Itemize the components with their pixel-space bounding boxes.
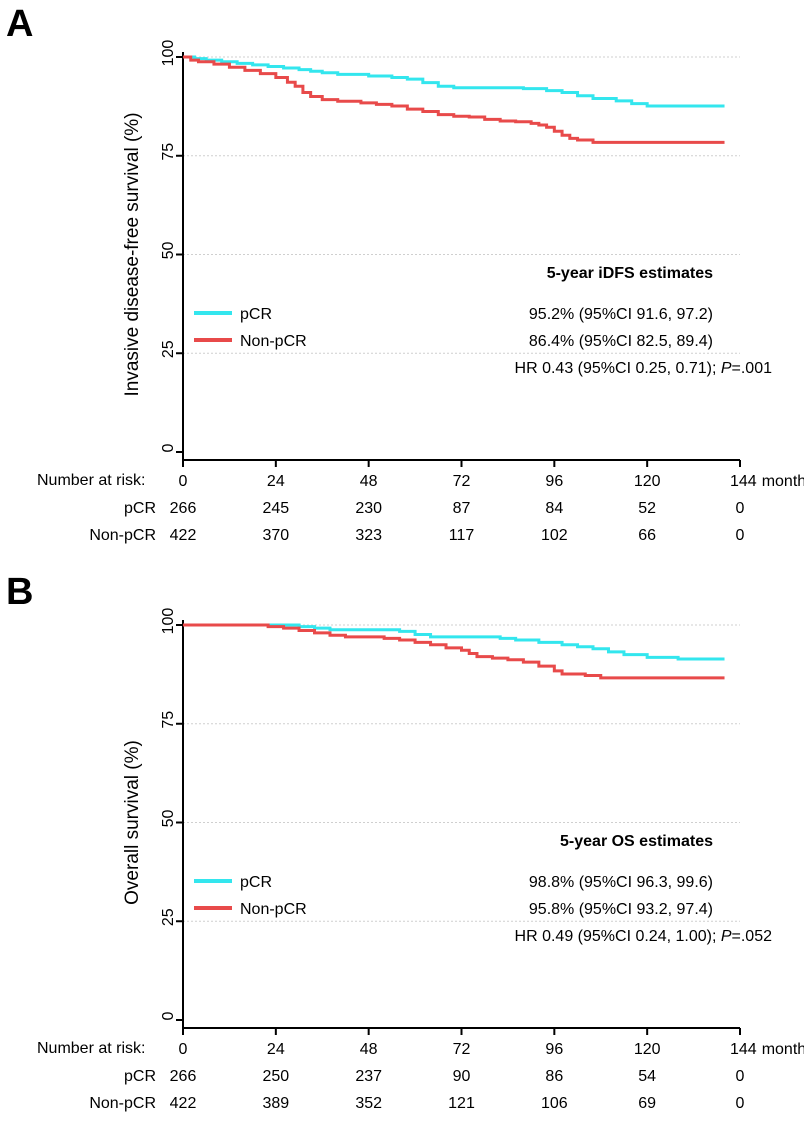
risk-value: 0 — [736, 500, 745, 517]
y-tick-label: 50 — [160, 242, 177, 260]
risk-value: 266 — [170, 1068, 197, 1085]
x-tick-label: 0 — [179, 473, 188, 490]
risk-value: 250 — [262, 1068, 289, 1085]
risk-value: 422 — [170, 527, 197, 544]
x-tick-label: 144 — [730, 1041, 757, 1058]
risk-value: 237 — [355, 1068, 382, 1085]
risk-value: 69 — [638, 1095, 656, 1112]
risk-value: 66 — [638, 527, 656, 544]
panel-a: A 0 25 50 75 100 0 24 48 72 96 120 144 months Invasive… — [6, 3, 804, 544]
risk-value: 52 — [638, 500, 656, 517]
risk-value: 389 — [262, 1095, 289, 1112]
risk-value: 121 — [448, 1095, 475, 1112]
series-line-pcr — [183, 55, 725, 108]
estimate-row: 95.2% (95%CI 91.6, 97.2) — [529, 306, 713, 323]
x-unit-label: months — [762, 1041, 804, 1058]
risk-table-title: Number at risk: — [37, 1040, 145, 1057]
risk-value: 0 — [736, 527, 745, 544]
y-tick-label: 75 — [160, 143, 177, 161]
risk-value: 266 — [170, 500, 197, 517]
x-tick-label: 72 — [453, 1041, 471, 1058]
risk-value: 0 — [736, 1095, 745, 1112]
risk-value: 230 — [355, 500, 382, 517]
x-tick-label: 120 — [634, 473, 661, 490]
y-tick-label: 100 — [160, 40, 177, 67]
panel-letter: B — [6, 571, 33, 613]
x-tick-label: 144 — [730, 473, 757, 490]
risk-value: 0 — [736, 1068, 745, 1085]
y-tick-label: 25 — [160, 908, 177, 926]
p-value: =.001 — [732, 360, 773, 377]
risk-value: 117 — [449, 527, 475, 544]
legend-label: Non-pCR — [240, 901, 307, 918]
risk-row-label: Non-pCR — [89, 527, 156, 544]
series-line-pcr — [183, 623, 725, 661]
series-line-non-pcr — [183, 55, 725, 144]
risk-value: 102 — [541, 527, 568, 544]
panel-letter: A — [6, 3, 33, 45]
risk-value: 54 — [638, 1068, 656, 1085]
hr-value: HR 0.43 (95%CI 0.25, 0.71); — [515, 360, 721, 377]
x-tick-label: 72 — [453, 473, 471, 490]
legend-label: Non-pCR — [240, 333, 307, 350]
y-tick-label: 75 — [160, 711, 177, 729]
y-tick-label: 25 — [160, 340, 177, 358]
risk-value: 106 — [541, 1095, 568, 1112]
panel-b: B 0 25 50 75 100 0 24 48 72 96 120 144 months Overall … — [6, 571, 804, 1112]
x-tick-label-last: 144 months — [730, 1041, 804, 1058]
x-tick-label: 96 — [545, 473, 563, 490]
estimate-row: 98.8% (95%CI 96.3, 99.6) — [529, 874, 713, 891]
estimate-row: 86.4% (95%CI 82.5, 89.4) — [529, 333, 713, 350]
risk-value: 87 — [453, 500, 471, 517]
hazard-ratio-text: HR 0.43 (95%CI 0.25, 0.71); P=.001 — [515, 360, 773, 377]
p-label: P — [721, 928, 732, 945]
x-tick-label: 24 — [267, 1041, 285, 1058]
x-tick-label: 0 — [179, 1041, 188, 1058]
legend-label: pCR — [240, 874, 272, 891]
estimates-title: 5-year iDFS estimates — [547, 265, 713, 282]
y-tick-label: 50 — [160, 810, 177, 828]
legend-label: pCR — [240, 306, 272, 323]
x-tick-label: 48 — [360, 473, 378, 490]
risk-row-label: pCR — [124, 1068, 156, 1085]
risk-value: 422 — [170, 1095, 197, 1112]
x-tick-label: 24 — [267, 473, 285, 490]
risk-row-label: Non-pCR — [89, 1095, 156, 1112]
risk-row-label: pCR — [124, 500, 156, 517]
estimate-row: 95.8% (95%CI 93.2, 97.4) — [529, 901, 713, 918]
y-tick-label: 0 — [160, 443, 177, 452]
y-tick-label: 0 — [160, 1011, 177, 1020]
risk-value: 352 — [355, 1095, 382, 1112]
y-tick-label: 100 — [160, 608, 177, 635]
risk-value: 90 — [453, 1068, 471, 1085]
risk-table-title: Number at risk: — [37, 472, 145, 489]
hr-value: HR 0.49 (95%CI 0.24, 1.00); — [515, 928, 721, 945]
hazard-ratio-text: HR 0.49 (95%CI 0.24, 1.00); P=.052 — [515, 928, 773, 945]
estimates-title: 5-year OS estimates — [560, 833, 713, 850]
x-unit-label: months — [762, 473, 804, 490]
x-tick-label-last: 144 months — [730, 473, 804, 490]
series-line-non-pcr — [183, 623, 725, 680]
y-axis-title: Overall survival (%) — [122, 740, 143, 905]
risk-value: 86 — [545, 1068, 563, 1085]
risk-value: 370 — [262, 527, 289, 544]
p-value: =.052 — [732, 928, 773, 945]
y-axis-title: Invasive disease-free survival (%) — [122, 112, 143, 396]
x-tick-label: 48 — [360, 1041, 378, 1058]
x-tick-label: 120 — [634, 1041, 661, 1058]
x-tick-label: 96 — [545, 1041, 563, 1058]
risk-value: 84 — [545, 500, 563, 517]
risk-value: 245 — [262, 500, 289, 517]
risk-value: 323 — [355, 527, 382, 544]
p-label: P — [721, 360, 732, 377]
